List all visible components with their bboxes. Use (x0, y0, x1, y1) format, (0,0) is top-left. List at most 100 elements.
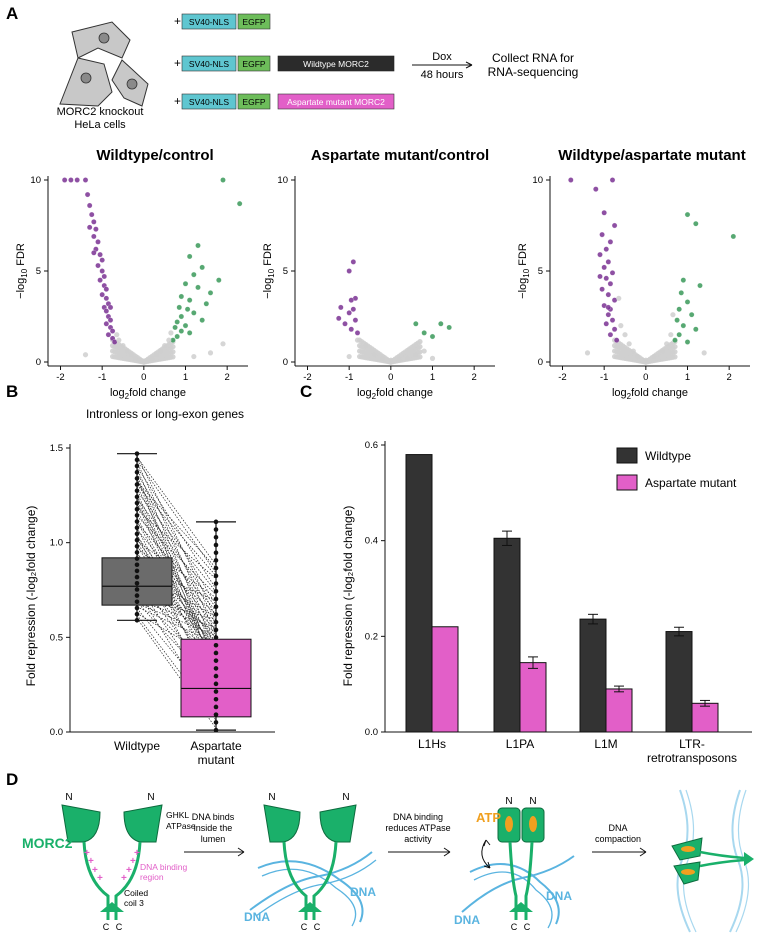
data-point (134, 568, 140, 574)
data-point (145, 357, 151, 363)
data-point (103, 308, 110, 314)
data-point (178, 328, 185, 334)
data-point (634, 353, 641, 360)
dox-label: Dox (432, 51, 452, 63)
data-point (134, 593, 140, 598)
data-point (607, 280, 614, 287)
coiled-coil-label-2: coil 3 (124, 898, 144, 908)
data-point (611, 222, 618, 229)
data-point (605, 259, 612, 265)
x-tick-label: 1 (430, 372, 435, 383)
svg-text:+: + (174, 94, 181, 108)
data-point (680, 277, 687, 283)
pair-line (136, 491, 217, 593)
data-point (97, 277, 103, 283)
step1-line3: lumen (201, 834, 226, 844)
data-point (134, 463, 140, 469)
data-point (134, 476, 140, 481)
pair-line (136, 499, 217, 669)
dna-label-3: DNA (546, 889, 572, 903)
data-point (350, 306, 357, 312)
bar-wildtype (579, 618, 607, 733)
pair-line (136, 511, 217, 640)
data-point (91, 233, 97, 240)
ns-point (170, 354, 176, 360)
data-point (195, 284, 201, 291)
volcano-plot-2: -2 -1 0 1 2 0 5 10 log2fold change −log10 FDR (262, 175, 495, 401)
data-point (622, 332, 628, 338)
cat-l1pa: L1PA (506, 737, 534, 751)
cells-label-line1: MORC2 knockout (57, 106, 144, 118)
ghkl-label-2: ATPase (166, 821, 196, 831)
data-point (354, 337, 361, 343)
data-point (613, 337, 620, 343)
data-point (116, 337, 122, 343)
panel-c-ylabel: Fold repression (-log₂fold change) (341, 506, 355, 687)
data-point (134, 587, 140, 592)
data-point (99, 291, 105, 298)
svg-text:SV40-NLS: SV40-NLS (189, 17, 229, 27)
pair-line (136, 590, 217, 718)
svg-text:+: + (121, 873, 127, 884)
data-point (134, 556, 140, 561)
construct-3: + SV40-NLS EGFP Aspartate mutant MORC2 (174, 93, 395, 110)
data-point (680, 322, 687, 329)
data-point (213, 588, 219, 594)
data-point (664, 341, 670, 347)
data-point (605, 291, 612, 298)
y-tick-label: 0 (283, 357, 288, 368)
x-tick-label: -2 (56, 372, 64, 383)
data-point (182, 280, 189, 287)
cat-ltr-line2: retrotransposons (647, 751, 737, 765)
bar-aspartate-mutant (431, 626, 459, 733)
data-point (421, 348, 427, 354)
data-point (697, 282, 703, 289)
data-point (676, 331, 682, 338)
data-point (346, 353, 352, 360)
data-point (350, 259, 357, 265)
x-axis-label: log2fold change (357, 387, 433, 401)
svg-text:EGFP: EGFP (242, 17, 265, 27)
x-tick-label: 0 (388, 372, 393, 383)
data-point (134, 550, 140, 555)
panel-d-label: D (6, 770, 18, 789)
data-point (134, 574, 140, 580)
data-point (86, 202, 93, 209)
data-point (199, 264, 205, 271)
data-point (213, 666, 219, 671)
y-axis-label: −log10 FDR (517, 243, 531, 299)
bar-wildtype (665, 631, 693, 733)
data-point (335, 315, 342, 322)
pair-line (136, 517, 217, 656)
panel-b-title: Intronless or long-exon genes (86, 407, 244, 421)
data-point (195, 242, 201, 249)
data-point (730, 233, 737, 240)
pair-line (136, 599, 217, 628)
ns-point (417, 354, 423, 360)
data-point (97, 251, 103, 258)
data-point (103, 286, 110, 292)
data-point (446, 324, 452, 331)
data-point (611, 326, 618, 332)
data-point (176, 304, 182, 311)
y-tick-label: 0 (538, 357, 543, 368)
legend-swatch-mutant (616, 474, 638, 491)
data-point (607, 239, 614, 245)
data-point (103, 295, 110, 302)
data-point (199, 317, 205, 323)
data-point (213, 565, 219, 571)
morc2-dimer-open: N N C C +++ +++ + + (61, 792, 163, 932)
data-point (630, 348, 636, 354)
morc2-dna-bound: N N C C (249, 792, 377, 932)
ghkl-label-1: GHKL (166, 810, 189, 820)
group-label-mutant: mutant (198, 753, 235, 767)
atp-site-left (505, 816, 513, 832)
ns-point (672, 354, 678, 360)
pair-line (136, 535, 217, 643)
volcano-title-2: Aspartate mutant/control (311, 147, 489, 164)
pair-line (136, 466, 217, 590)
data-point (103, 321, 110, 327)
data-point (220, 341, 226, 347)
step3-arrow (592, 847, 647, 857)
